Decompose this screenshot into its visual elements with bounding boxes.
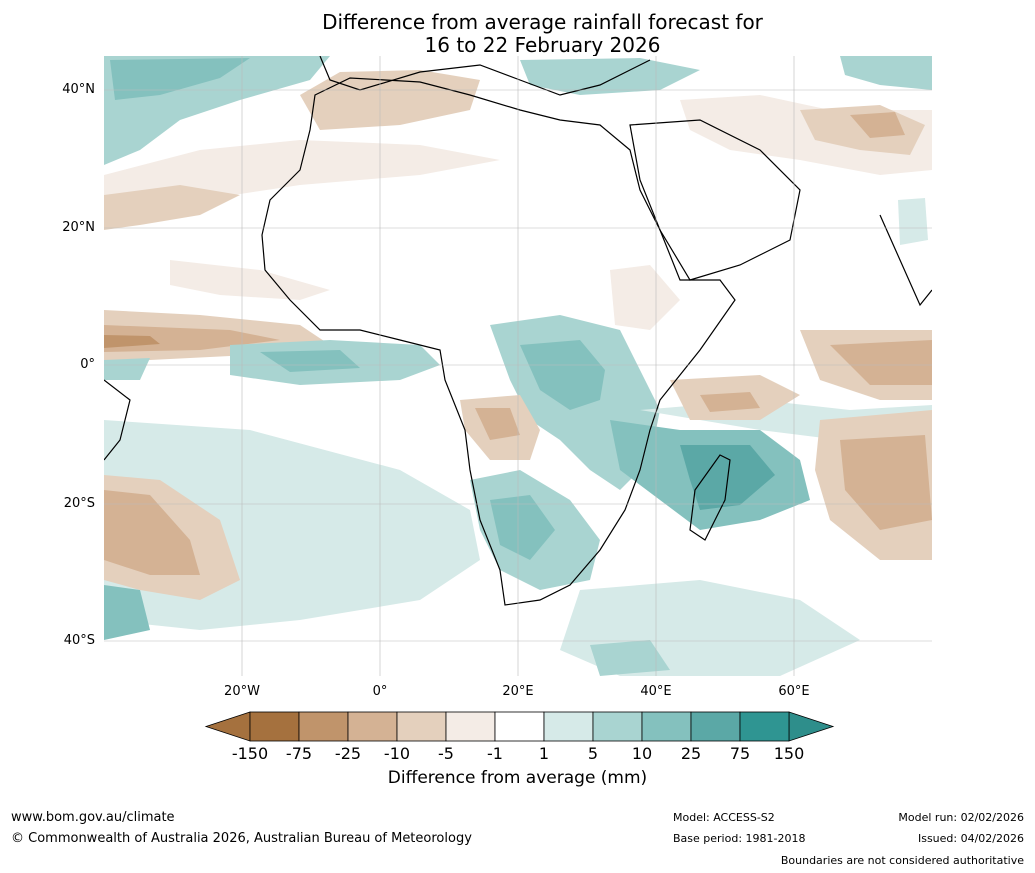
colorbar-tick-label: 1 [538, 744, 550, 763]
colorbar-tick-label: 5 [587, 744, 599, 763]
colorbar-segment [249, 711, 300, 742]
teal-southern-africa-core [490, 495, 555, 560]
lat-label-0: 0° [80, 357, 95, 372]
footer-website: www.bom.gov.au/climate [11, 810, 175, 825]
brown-south-atlantic-core [104, 490, 200, 575]
teal-india [898, 198, 928, 245]
brown-equatorial-atlantic-core [104, 335, 160, 348]
lat-label-40n: 40°N [62, 82, 95, 97]
colorbar-segment [396, 711, 447, 742]
brown-atlantic-band [104, 185, 240, 230]
colorbar-segment [641, 711, 692, 742]
colorbar-segment [494, 711, 545, 742]
south-america-coastline [104, 379, 131, 461]
teal-east-med [520, 58, 700, 95]
teal-southwest [104, 585, 150, 640]
colorbar-tick-label: 150 [773, 744, 805, 763]
brown-southeast-indian-core [840, 435, 932, 530]
arabia-coastline [629, 119, 801, 281]
colorbar-segment [592, 711, 643, 742]
colorbar-label: Difference from average (mm) [387, 768, 648, 788]
colorbar-segment [347, 711, 398, 742]
brown-west-africa [170, 260, 330, 300]
footer-disclaimer: Boundaries are not considered authoritat… [780, 854, 1024, 867]
colorbar-segment [298, 711, 349, 742]
europe-coastline [319, 56, 651, 96]
brown-iran-core [850, 112, 905, 138]
lat-label-40s: 40°S [63, 633, 95, 648]
colorbar-segment [739, 711, 790, 742]
footer-model-run: Model run: 02/02/2026 [898, 811, 1024, 824]
lon-label-0: 0° [372, 684, 388, 699]
footer-issued: Issued: 04/02/2026 [917, 832, 1024, 845]
lat-label-20n: 20°N [62, 220, 95, 235]
lon-label-40e: 40°E [640, 684, 672, 699]
brown-angola-core [475, 408, 520, 440]
lon-label-20w: 20°W [224, 684, 260, 699]
teal-equatorial-core [260, 350, 360, 372]
colorbar-extend-low [204, 711, 251, 742]
colorbar-tick-label: -75 [285, 744, 313, 763]
teal-north-atlantic-core [110, 58, 250, 100]
brown-east-africa-north [610, 265, 680, 330]
teal-central-africa-core [520, 340, 605, 410]
colorbar-segment [690, 711, 741, 742]
india-coastline [879, 214, 932, 307]
colorbar [204, 711, 835, 742]
colorbar-extend-high [788, 711, 835, 742]
anomaly-shading [104, 56, 932, 676]
footer-base-period: Base period: 1981-2018 [673, 832, 806, 845]
brown-arabian-sea-core [700, 392, 760, 412]
footer-model: Model: ACCESS-S2 [673, 811, 775, 824]
teal-south-indian-core [590, 640, 670, 676]
colorbar-segment [543, 711, 594, 742]
map-title-line-1: Difference from average rainfall forecas… [322, 10, 763, 34]
footer-copyright: © Commonwealth of Australia 2026, Austra… [11, 831, 472, 846]
colorbar-tick-label: -150 [231, 744, 269, 763]
colorbar-tick-label: -1 [487, 744, 503, 763]
lon-label-60e: 60°E [778, 684, 810, 699]
lat-label-20s: 20°S [63, 496, 95, 511]
africa-coastline [261, 77, 736, 606]
lon-label-20e: 20°E [502, 684, 534, 699]
colorbar-segment [445, 711, 496, 742]
graticule [104, 56, 932, 676]
colorbar-tick-label: -10 [383, 744, 411, 763]
teal-north-of-equator [104, 358, 150, 380]
colorbar-tick-label: 10 [631, 744, 653, 763]
colorbar-tick-label: -25 [334, 744, 362, 763]
teal-northeast [840, 56, 932, 90]
brown-east-indian-core [830, 340, 932, 385]
coastlines [104, 56, 932, 606]
map-area [104, 56, 932, 676]
colorbar-tick-label: -5 [438, 744, 454, 763]
madagascar-coastline [689, 454, 731, 541]
colorbar-tick-label: 25 [680, 744, 702, 763]
map-title-line-2: 16 to 22 February 2026 [424, 33, 661, 57]
colorbar-tick-label: 75 [729, 744, 751, 763]
